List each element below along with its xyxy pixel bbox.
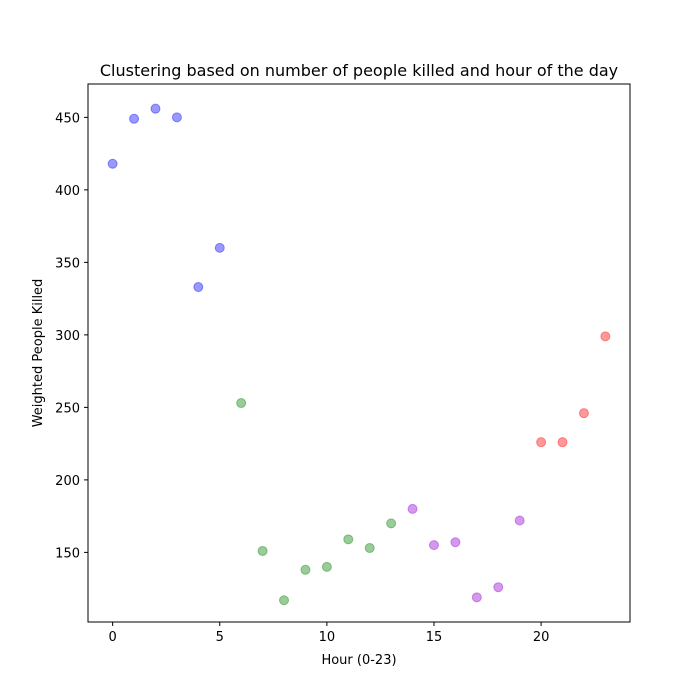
data-point xyxy=(343,534,354,545)
x-tick-label: 15 xyxy=(426,630,443,645)
data-point xyxy=(150,103,161,114)
points-layer xyxy=(107,103,611,606)
data-point xyxy=(600,331,611,342)
x-axis-label: Hour (0-23) xyxy=(321,653,396,668)
chart-title: Clustering based on number of people kil… xyxy=(100,61,618,80)
data-point xyxy=(450,537,461,548)
data-point xyxy=(257,545,268,556)
data-point xyxy=(428,540,439,551)
data-point xyxy=(171,112,182,123)
data-point xyxy=(107,158,118,169)
data-point xyxy=(300,564,311,575)
data-point xyxy=(557,437,568,448)
data-point xyxy=(236,398,247,409)
data-point xyxy=(386,518,397,529)
data-point xyxy=(471,592,482,603)
data-point xyxy=(193,282,204,293)
ticks-layer: 0 5 10 15 20 150 200 250 300 350 400 450 xyxy=(55,111,549,645)
data-point xyxy=(129,113,140,124)
x-tick-label: 10 xyxy=(319,630,336,645)
y-tick-label: 300 xyxy=(55,329,80,344)
y-axis-label: Weighted People Killed xyxy=(31,279,46,428)
data-point xyxy=(214,242,225,253)
y-tick-label: 400 xyxy=(55,184,80,199)
y-tick-label: 350 xyxy=(55,256,80,271)
data-point xyxy=(578,408,589,419)
data-point xyxy=(493,582,504,593)
data-point xyxy=(514,515,525,526)
plot-frame xyxy=(87,83,631,623)
data-point xyxy=(279,595,290,606)
data-point xyxy=(536,437,547,448)
x-tick-label: 0 xyxy=(108,630,116,645)
x-tick-label: 20 xyxy=(533,630,550,645)
data-point xyxy=(321,561,332,572)
y-tick-label: 250 xyxy=(55,401,80,416)
x-tick-label: 5 xyxy=(216,630,224,645)
y-tick-label: 200 xyxy=(55,474,80,489)
y-tick-label: 450 xyxy=(55,111,80,126)
data-point xyxy=(364,543,375,554)
data-point xyxy=(407,503,418,514)
y-tick-label: 150 xyxy=(55,546,80,561)
